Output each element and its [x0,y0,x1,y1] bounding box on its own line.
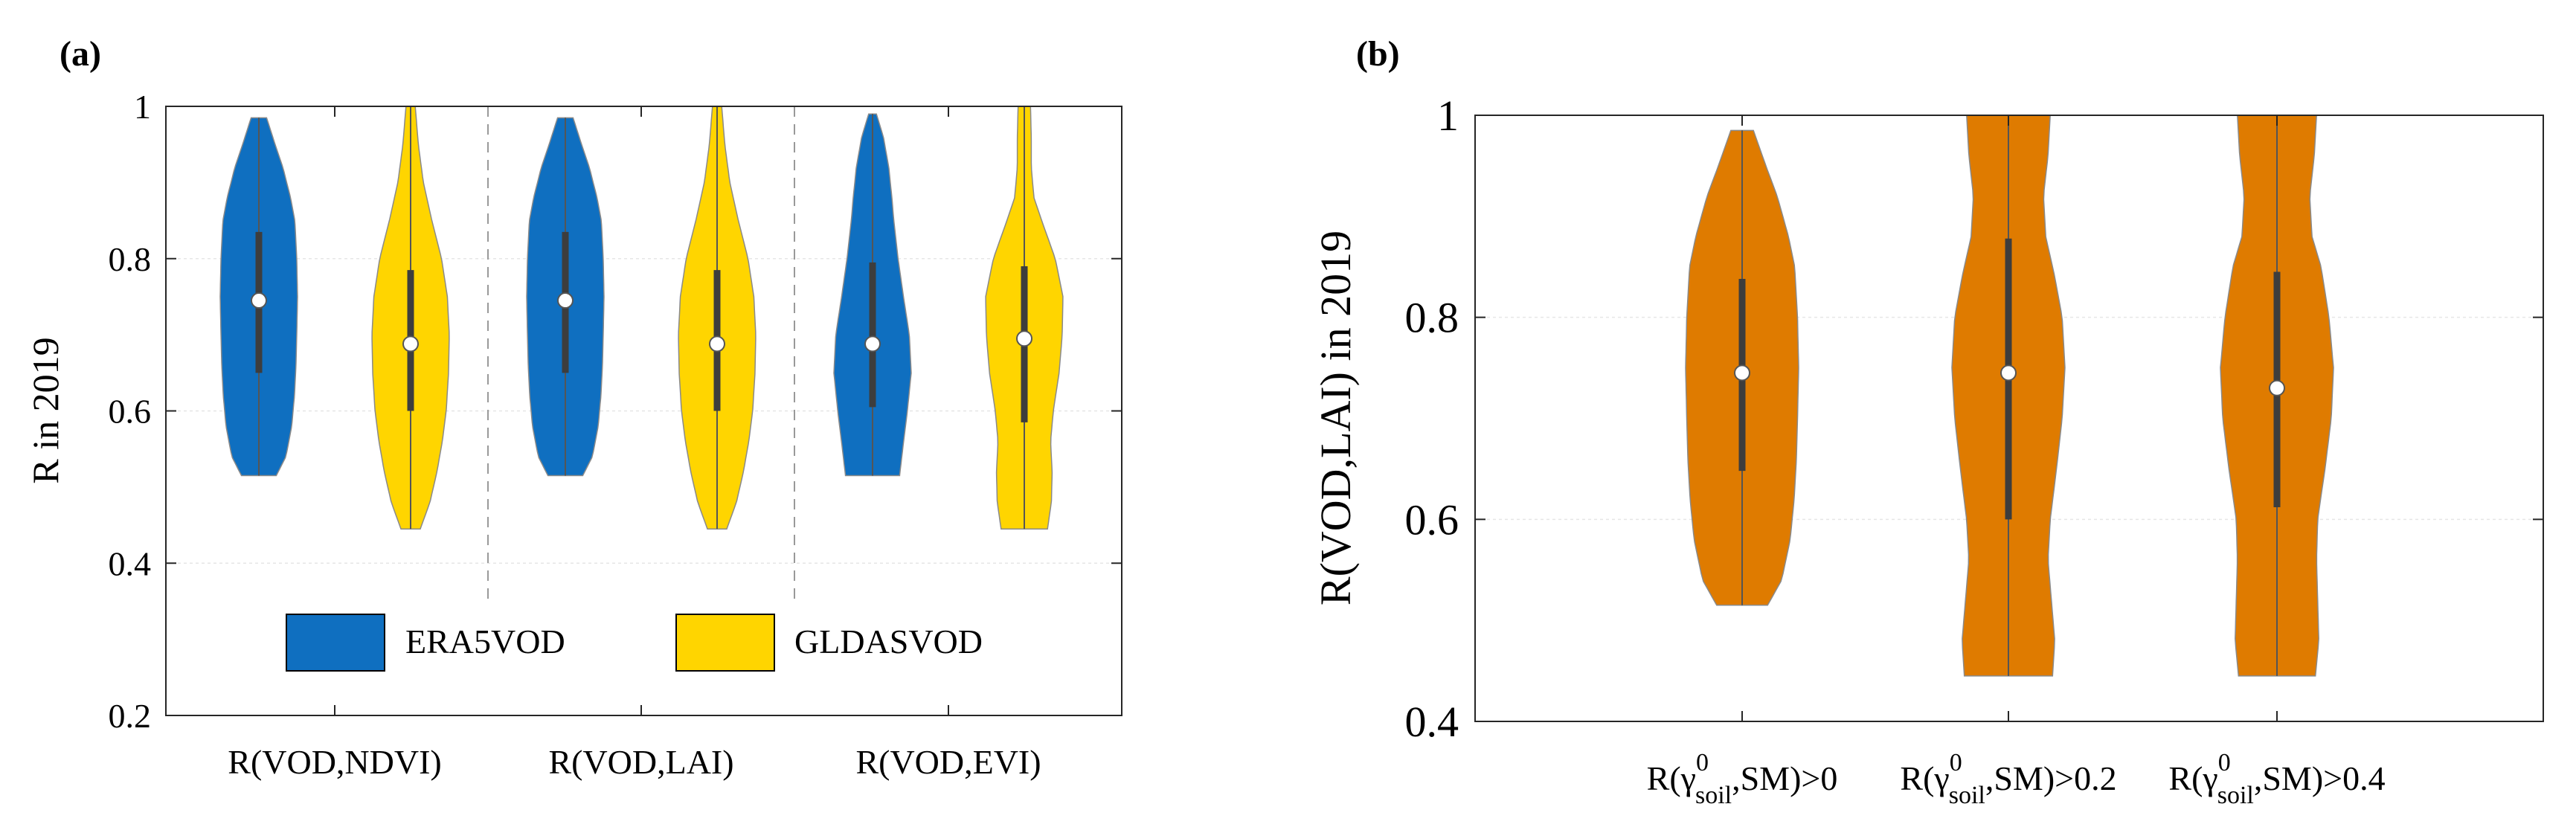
legend-swatch-era5vod [286,614,385,672]
panel-b-label: (b) [1356,34,1400,74]
panel-a-x-ticks: R(VOD,NDVI) R(VOD,LAI) R(VOD,EVI) [228,106,1041,781]
panel-a-label: (a) [60,34,101,74]
violin-gldasvod-2 [678,106,757,530]
panel-b: (b) 0.40.60.81 R(γ0 soil,SM)>0 R(γ0 soil,SM… [1311,34,2544,809]
panel-b-x-tick-label: R(γ0 soil,SM)>0.2 [1900,749,2116,809]
legend: ERA5VOD GLDASVOD [286,614,983,672]
panel-a-y-tick-label: 0.6 [109,393,152,431]
legend-label-gldasvod: GLDASVOD [794,622,983,660]
violin-panel-b-1-median [1734,364,1750,382]
panel-b-x-tick-label: R(γ0 soil,SM)>0 [1647,749,1838,809]
panel-a-x-tick-label: R(VOD,LAI) [548,743,733,781]
violin-era5vod-1-median [251,292,267,309]
panel-b-y-tick-label: 1 [1437,91,1459,140]
panel-b-y-tick-label: 0.6 [1405,495,1459,544]
violin-panel-b-2 [1951,115,2066,677]
violin-panel-b-1 [1685,129,1799,606]
panel-b-violins [1685,115,2334,677]
panel-a-y-ticks: 0.2 0.4 0.6 0.8 1 [109,88,1122,735]
violin-era5vod-2-median [557,292,574,309]
panel-a-y-tick-label: 0.8 [109,240,152,278]
legend-label-era5vod: ERA5VOD [405,622,565,660]
violin-panel-b-3 [2220,115,2334,677]
violin-era5vod-3-median [864,335,881,353]
violin-gldasvod-3-median [1016,330,1032,347]
panel-a-y-tick-label: 1 [134,88,151,126]
panel-b-y-axis-label: R(VOD,LAI) in 2019 [1311,231,1360,605]
panel-a-y-tick-label: 0.4 [109,544,152,582]
panel-a-y-axis-label: R in 2019 [25,337,66,483]
panel-a-x-tick-label: R(VOD,EVI) [855,743,1041,781]
panel-a-violins [219,106,1064,530]
violin-gldasvod-3 [985,106,1064,530]
panel-b-x-ticks: R(γ0 soil,SM)>0 R(γ0 soil,SM)>0.2 R(γ0 soil,S… [1647,115,2386,809]
panel-a-group-separators [487,106,795,604]
panel-b-y-tick-label: 0.8 [1405,294,1459,342]
violin-panel-b-3-median [2269,379,2285,396]
violin-era5vod-3 [833,113,912,477]
panel-b-x-tick-label: R(γ0 soil,SM)>0.4 [2168,749,2385,809]
violin-gldasvod-2-median [709,335,725,353]
panel-a: (a) 0.20.40.60.81 R(VOD,NDVI) R(VOD,LAI) R… [25,34,1122,781]
violin-panel-b-2-median [2000,364,2017,382]
panel-b-y-ticks: 0.4 0.6 0.8 1 [1405,91,2543,746]
violin-gldasvod-1 [371,106,450,530]
panel-a-x-tick-label: R(VOD,NDVI) [228,743,441,781]
violin-gldasvod-1-median [402,335,419,353]
violin-era5vod-2 [526,117,605,477]
legend-swatch-gldasvod [675,614,775,672]
violin-era5vod-1 [219,117,298,477]
panel-a-gridlines [166,258,1122,564]
panel-a-y-tick-label: 0.2 [109,697,152,735]
panel-b-y-tick-label: 0.4 [1405,698,1459,746]
